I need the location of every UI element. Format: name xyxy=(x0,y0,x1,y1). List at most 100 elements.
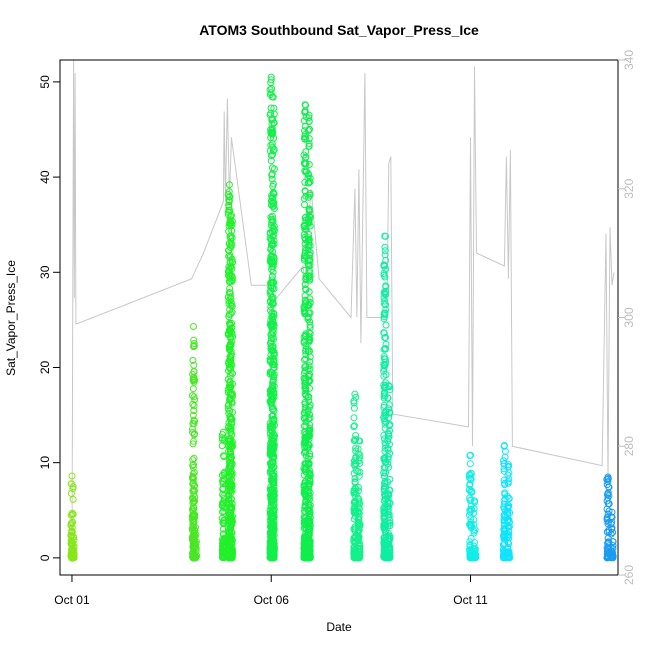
data-point xyxy=(305,193,312,201)
data-point xyxy=(306,358,314,366)
data-point xyxy=(608,513,616,521)
data-point xyxy=(306,452,314,460)
data-point xyxy=(226,544,234,552)
data-point xyxy=(228,227,236,235)
data-point xyxy=(504,505,512,512)
data-point xyxy=(70,543,78,551)
data-point xyxy=(306,222,314,230)
data-point xyxy=(228,521,236,529)
data-point xyxy=(228,529,236,537)
data-point xyxy=(352,432,360,440)
data-point xyxy=(192,545,200,553)
data-point xyxy=(229,370,236,377)
data-point xyxy=(609,538,617,546)
data-point xyxy=(306,384,313,392)
data-point xyxy=(382,301,390,309)
data-point xyxy=(300,195,308,203)
series-8-cluster-0 xyxy=(499,442,510,562)
data-point xyxy=(504,511,512,519)
data-point xyxy=(304,257,312,265)
data-point xyxy=(269,329,277,337)
data-point xyxy=(270,390,278,398)
data-point xyxy=(269,395,277,402)
data-point xyxy=(350,423,358,431)
data-point xyxy=(607,544,615,552)
data-point xyxy=(227,389,235,397)
data-point xyxy=(306,269,314,277)
data-point xyxy=(270,472,278,480)
data-point xyxy=(304,260,312,268)
data-point-max xyxy=(68,472,76,480)
data-point xyxy=(354,487,362,495)
data-point xyxy=(355,553,363,561)
data-point-max xyxy=(504,461,512,469)
data-point xyxy=(305,492,313,500)
data-point xyxy=(190,393,198,401)
data-point xyxy=(267,141,275,149)
data-point xyxy=(190,454,198,462)
data-point xyxy=(386,522,394,530)
data-point xyxy=(301,127,308,135)
data-point xyxy=(466,460,474,468)
data-point xyxy=(69,554,77,562)
data-point xyxy=(68,524,76,532)
data-point xyxy=(269,445,277,453)
data-point xyxy=(385,492,392,500)
data-point xyxy=(227,350,235,358)
series-9-cluster-1 xyxy=(607,508,617,562)
data-point xyxy=(470,529,478,537)
data-point xyxy=(306,299,314,307)
data-point xyxy=(224,375,232,383)
y-tick-label-right: 260 xyxy=(622,565,636,585)
data-point xyxy=(305,288,313,296)
data-point xyxy=(603,481,611,489)
data-point xyxy=(227,450,234,458)
data-point xyxy=(269,376,277,384)
data-point xyxy=(68,528,76,536)
data-point xyxy=(504,478,512,486)
data-point xyxy=(352,466,360,474)
data-point xyxy=(385,546,393,553)
data-point xyxy=(269,241,277,249)
data-point xyxy=(305,554,313,562)
data-point xyxy=(228,361,236,369)
data-point xyxy=(270,523,278,531)
data-point xyxy=(190,504,198,512)
data-point xyxy=(227,469,235,477)
data-point xyxy=(226,345,234,353)
series-7-cluster-1 xyxy=(469,497,480,562)
data-point xyxy=(350,414,358,422)
data-point xyxy=(228,512,236,520)
data-point xyxy=(220,492,228,500)
data-point xyxy=(385,414,393,422)
points-layer xyxy=(67,73,617,562)
data-point-max xyxy=(608,508,616,516)
data-point xyxy=(191,396,199,404)
data-point xyxy=(189,400,197,408)
data-point xyxy=(386,475,394,483)
data-point xyxy=(190,368,198,376)
data-point xyxy=(269,182,277,190)
data-point xyxy=(385,401,393,409)
series-6-cluster-1 xyxy=(384,382,394,562)
data-point xyxy=(305,250,313,258)
data-point xyxy=(354,529,362,537)
data-point xyxy=(269,194,277,202)
data-point xyxy=(306,324,314,332)
data-point xyxy=(305,241,313,249)
data-point xyxy=(302,160,310,168)
data-point xyxy=(228,471,236,478)
data-point xyxy=(229,333,237,341)
x-tick-label: Oct 06 xyxy=(254,593,290,607)
data-point xyxy=(470,505,478,513)
data-point xyxy=(384,434,392,442)
data-point xyxy=(301,281,309,289)
data-point xyxy=(269,491,277,499)
y-tick-label-right: 320 xyxy=(622,178,636,198)
data-point xyxy=(189,499,197,507)
data-point xyxy=(227,299,235,307)
data-point xyxy=(269,509,276,517)
x-axis: Oct 01 Oct 06 Oct 11 xyxy=(54,575,488,607)
data-point xyxy=(269,147,277,155)
data-point xyxy=(268,175,276,183)
